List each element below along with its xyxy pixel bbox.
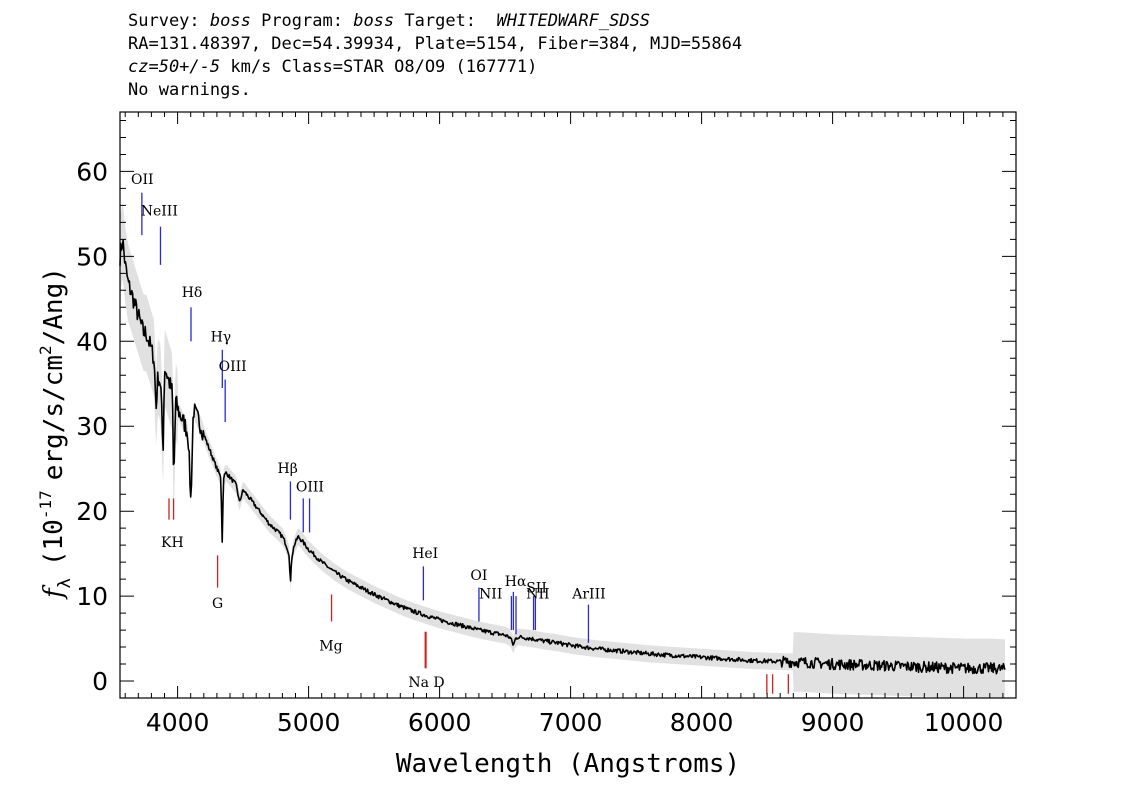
x-tick-label-8000: 8000	[670, 708, 734, 737]
x-tick-label-6000: 6000	[408, 708, 472, 737]
x-tick-label-4000: 4000	[146, 708, 210, 737]
y-label-exp: -17	[36, 490, 55, 519]
line-label-nii_a: NII	[479, 587, 502, 603]
noise-band	[120, 202, 1005, 699]
axis-tick-labels: 4000 5000 6000 7000 8000 9000 10000 0 10 20 30 40 50…	[76, 157, 1003, 737]
line-label-kh: KH	[161, 535, 184, 551]
x-tick-label-5000: 5000	[277, 708, 341, 737]
line-label-g: G	[212, 596, 223, 612]
header-line-warnings: No warnings.	[128, 80, 251, 100]
line-label-halpha: Hα	[505, 574, 527, 590]
cz-value: cz=50+/-5	[128, 57, 221, 77]
noise-area	[120, 202, 1005, 699]
program-label: Program:	[250, 11, 354, 31]
header-line-survey: Survey: boss Program: boss Target: WHITE…	[128, 10, 1028, 33]
spectrum-series	[119, 239, 1006, 675]
y-axis-title: fλ(10-17erg/s/cm2/Ang)	[36, 267, 75, 600]
y-tick-label-0: 0	[92, 667, 108, 696]
line-label-hdelta: Hδ	[182, 285, 203, 301]
y-tick-label-60: 60	[76, 157, 108, 186]
y-tick-label-40: 40	[76, 327, 108, 356]
x-tick-label-9000: 9000	[801, 708, 865, 737]
line-label-neiii: NeIII	[141, 204, 178, 220]
line-label-hgamma: Hγ	[211, 329, 232, 345]
line-label-nad: Na D	[408, 675, 444, 691]
y-label-mid: erg/s/cm	[39, 355, 69, 480]
y-label-sub: λ	[55, 578, 75, 588]
plot-frame	[119, 111, 1017, 699]
y-tick-label-50: 50	[76, 242, 108, 271]
x-axis-title: Wavelength (Angstroms)	[396, 749, 740, 779]
class-info: km/s Class=STAR O8/O9 (167771)	[220, 57, 538, 77]
line-label-hbeta: Hβ	[278, 461, 298, 477]
line-label-oiii_b: OIII	[296, 480, 324, 496]
spectrum-line	[119, 239, 1006, 675]
line-label-oiii_a: OIII	[219, 359, 247, 375]
line-label-nii_b: NII	[526, 587, 549, 603]
header-line-coordinates: RA=131.48397, Dec=54.39934, Plate=5154, …	[128, 34, 743, 54]
target-label: Target:	[394, 11, 497, 31]
axis-ticks	[120, 112, 1017, 699]
survey-label: Survey:	[128, 11, 210, 31]
program-value: boss	[353, 11, 395, 31]
y-label-exp2: 2	[36, 345, 55, 355]
header-line-redshift: cz=50+/-5 km/s Class=STAR O8/O9 (167771)	[128, 56, 1028, 79]
y-tick-label-30: 30	[76, 412, 108, 441]
spectral-line-markers	[141, 192, 789, 694]
line-label-oi: OI	[470, 568, 487, 584]
y-tick-label-20: 20	[76, 497, 108, 526]
target-value: WHITEDWARF_SDSS	[496, 11, 651, 31]
x-tick-label-10000: 10000	[924, 708, 1004, 737]
line-label-oii: OII	[131, 172, 154, 188]
line-label-sii: SII	[526, 581, 547, 597]
x-tick-label-7000: 7000	[539, 708, 603, 737]
spectrum-header: Survey: boss Program: boss Target: WHITE…	[128, 10, 1028, 102]
line-label-mg: Mg	[319, 638, 342, 654]
line-label-ariii: ArIII	[571, 587, 605, 603]
y-axis-title-text: fλ(10-17erg/s/cm2/Ang)	[36, 267, 75, 600]
tick-marks	[120, 112, 1017, 699]
survey-value: boss	[209, 11, 251, 31]
y-label-post: /Ang)	[39, 267, 69, 345]
line-label-hei: HeI	[412, 546, 438, 562]
y-tick-label-10: 10	[76, 582, 108, 611]
y-label-pre: (10	[39, 519, 69, 566]
